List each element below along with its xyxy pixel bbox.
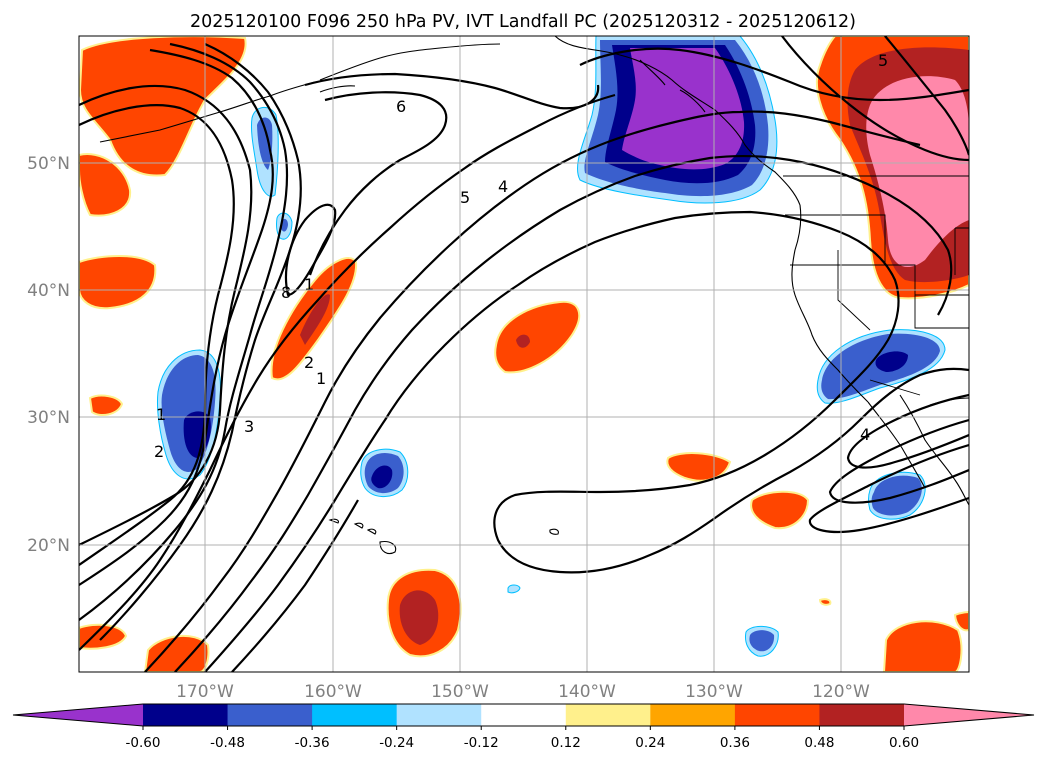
- colorbar-segment: [143, 704, 229, 726]
- colorbar-tick-label: -0.12: [464, 735, 499, 751]
- contour-label: 2: [304, 353, 314, 372]
- colorbar-segment: [734, 704, 820, 726]
- contour-label: 5: [878, 51, 888, 70]
- lat-label: 50°N: [27, 154, 70, 174]
- contour-label: 1: [156, 405, 166, 424]
- blob-mid-pacific: [494, 300, 581, 374]
- lon-label: 150°W: [431, 682, 489, 702]
- colorbar-tick-label: 0.48: [804, 735, 834, 751]
- lat-label: 30°N: [27, 408, 70, 428]
- colorbar-segment: [481, 704, 567, 726]
- colorbar-segment: [650, 704, 736, 726]
- colorbar-tick-label: -0.36: [295, 735, 330, 751]
- latitude-labels: 50°N 40°N 30°N 20°N: [27, 154, 70, 556]
- colorbar-segment: [565, 704, 651, 726]
- colorbar-tick-label: 0.12: [551, 735, 581, 751]
- lon-label: 170°W: [176, 682, 234, 702]
- lat-label: 20°N: [27, 536, 70, 556]
- colorbar-tick-label: -0.60: [126, 735, 161, 751]
- figure-title: 2025120100 F096 250 hPa PV, IVT Landfall…: [190, 12, 856, 32]
- contour-label: 4: [498, 177, 508, 196]
- positive-anomaly-regions: [79, 36, 969, 672]
- colorbar-segment: [227, 704, 313, 726]
- map-area: 6 5 4 8 1 2 1 3 1 2 5 4: [79, 36, 969, 672]
- lon-label: 120°W: [812, 682, 870, 702]
- colorbar-segment: [819, 704, 905, 726]
- lon-label: 160°W: [304, 682, 362, 702]
- contour-label: 4: [860, 425, 870, 444]
- colorbar: -0.60 -0.48 -0.36 -0.24 -0.12 0.12 0.24 0.36 0.4…: [12, 703, 1035, 751]
- contour-label: 3: [244, 417, 254, 436]
- contour-label-group: 6 5 4 8 1 2 1 3 1 2 5 4: [154, 51, 888, 461]
- colorbar-extend-low: [13, 704, 143, 726]
- contour-label: 5: [460, 188, 470, 207]
- contour-label: 1: [304, 275, 314, 294]
- blob-northeast-core: [866, 76, 969, 268]
- colorbar-segment: [396, 704, 482, 726]
- colorbar-tick-label: 0.36: [720, 735, 750, 751]
- map-frame: [78, 35, 970, 673]
- contour-label: 6: [396, 97, 406, 116]
- gridlines: [79, 36, 969, 672]
- lon-label: 130°W: [685, 682, 743, 702]
- colorbar-segment: [312, 704, 398, 726]
- colorbar-tick-label: -0.48: [210, 735, 245, 751]
- colorbar-tick-label: -0.24: [379, 735, 414, 751]
- contour-label: 2: [154, 442, 164, 461]
- colorbar-tick-label: 0.24: [635, 735, 665, 751]
- lat-label: 40°N: [27, 281, 70, 301]
- blob-pacific-northwest-core: [622, 48, 745, 170]
- contour-label: 8: [281, 283, 291, 302]
- colorbar-extend-high: [904, 704, 1034, 726]
- lon-label: 140°W: [558, 682, 616, 702]
- longitude-labels: 170°W 160°W 150°W 140°W 130°W 120°W: [176, 682, 870, 702]
- contour-label: 1: [316, 369, 326, 388]
- colorbar-tick-label: 0.60: [889, 735, 919, 751]
